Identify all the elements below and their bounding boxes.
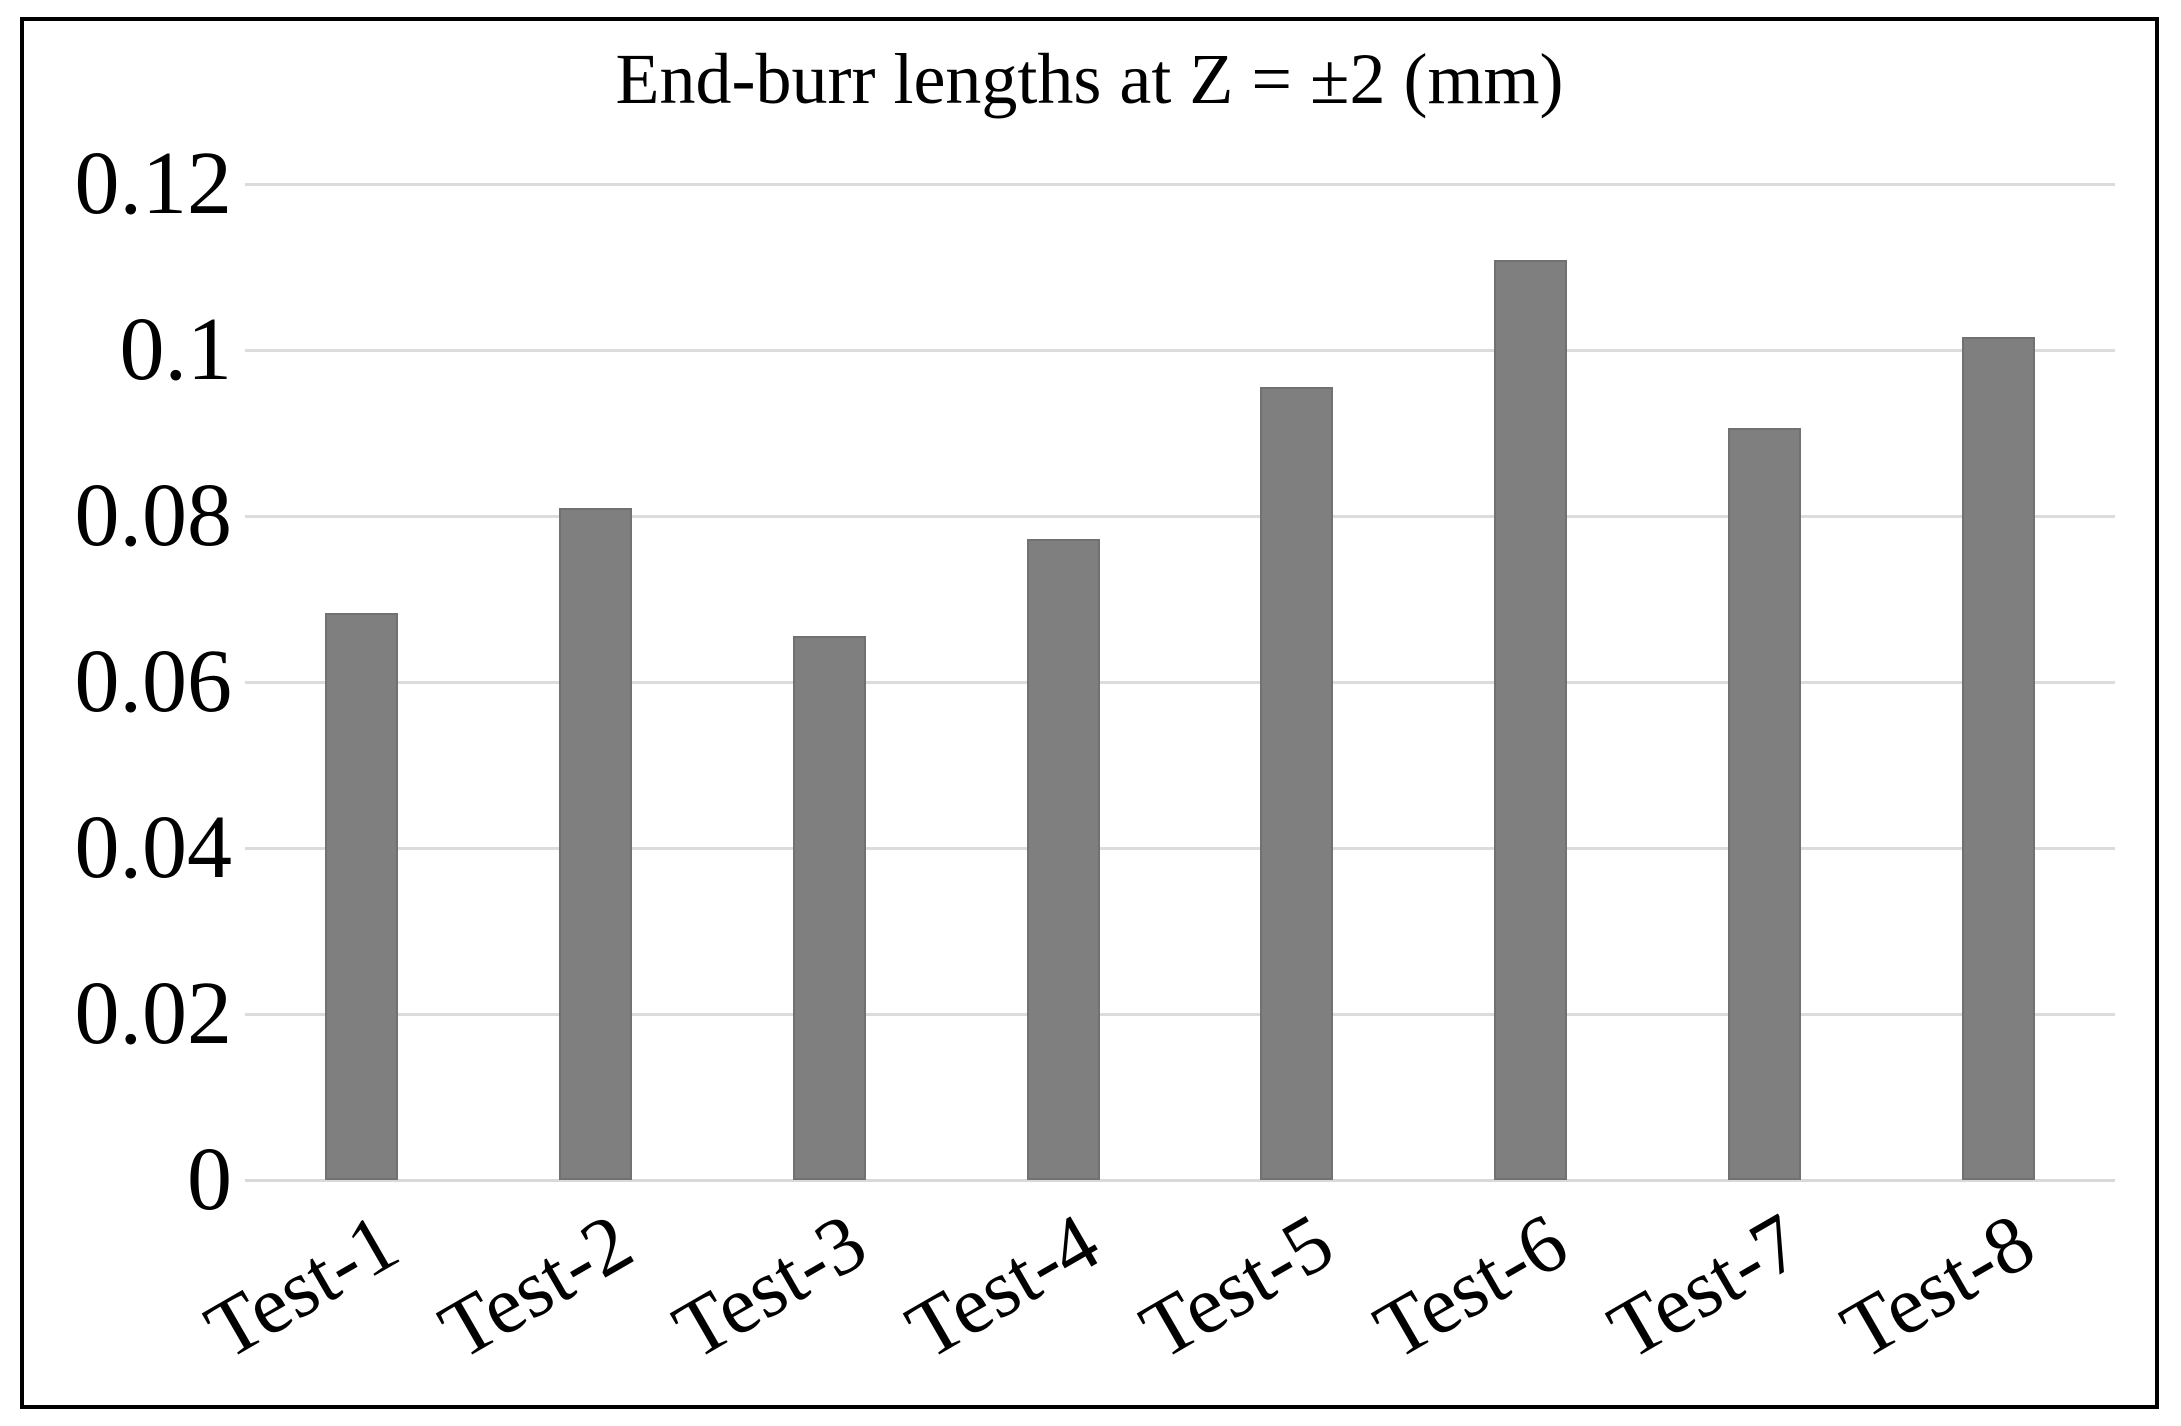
bar-test-2: [559, 507, 633, 1180]
gridline: [245, 1013, 2115, 1016]
gridline: [245, 183, 2115, 186]
plot-area: [245, 183, 2115, 1182]
bar-test-5: [1260, 386, 1334, 1180]
bar-test-1: [325, 613, 399, 1180]
bar-test-3: [792, 635, 866, 1180]
chart-title: End-burr lengths at Z = ±2 (mm): [615, 39, 1564, 119]
gridline: [245, 515, 2115, 518]
y-tick-label: 0.04: [74, 798, 233, 897]
y-tick-label: 0.1: [119, 300, 233, 399]
bar-test-8: [1961, 336, 2035, 1180]
bar-test-6: [1494, 259, 1568, 1180]
y-tick-label: 0.06: [74, 632, 233, 731]
gridline: [245, 349, 2115, 352]
gridline: [245, 681, 2115, 684]
x-axis-line: [245, 1179, 2115, 1182]
y-tick-label: 0: [187, 1130, 232, 1229]
y-tick-label: 0.02: [74, 964, 233, 1063]
y-tick-label: 0.08: [74, 466, 233, 565]
bar-test-7: [1727, 428, 1801, 1180]
bar-test-4: [1026, 539, 1100, 1180]
gridline: [245, 847, 2115, 850]
y-tick-label: 0.12: [74, 134, 233, 233]
